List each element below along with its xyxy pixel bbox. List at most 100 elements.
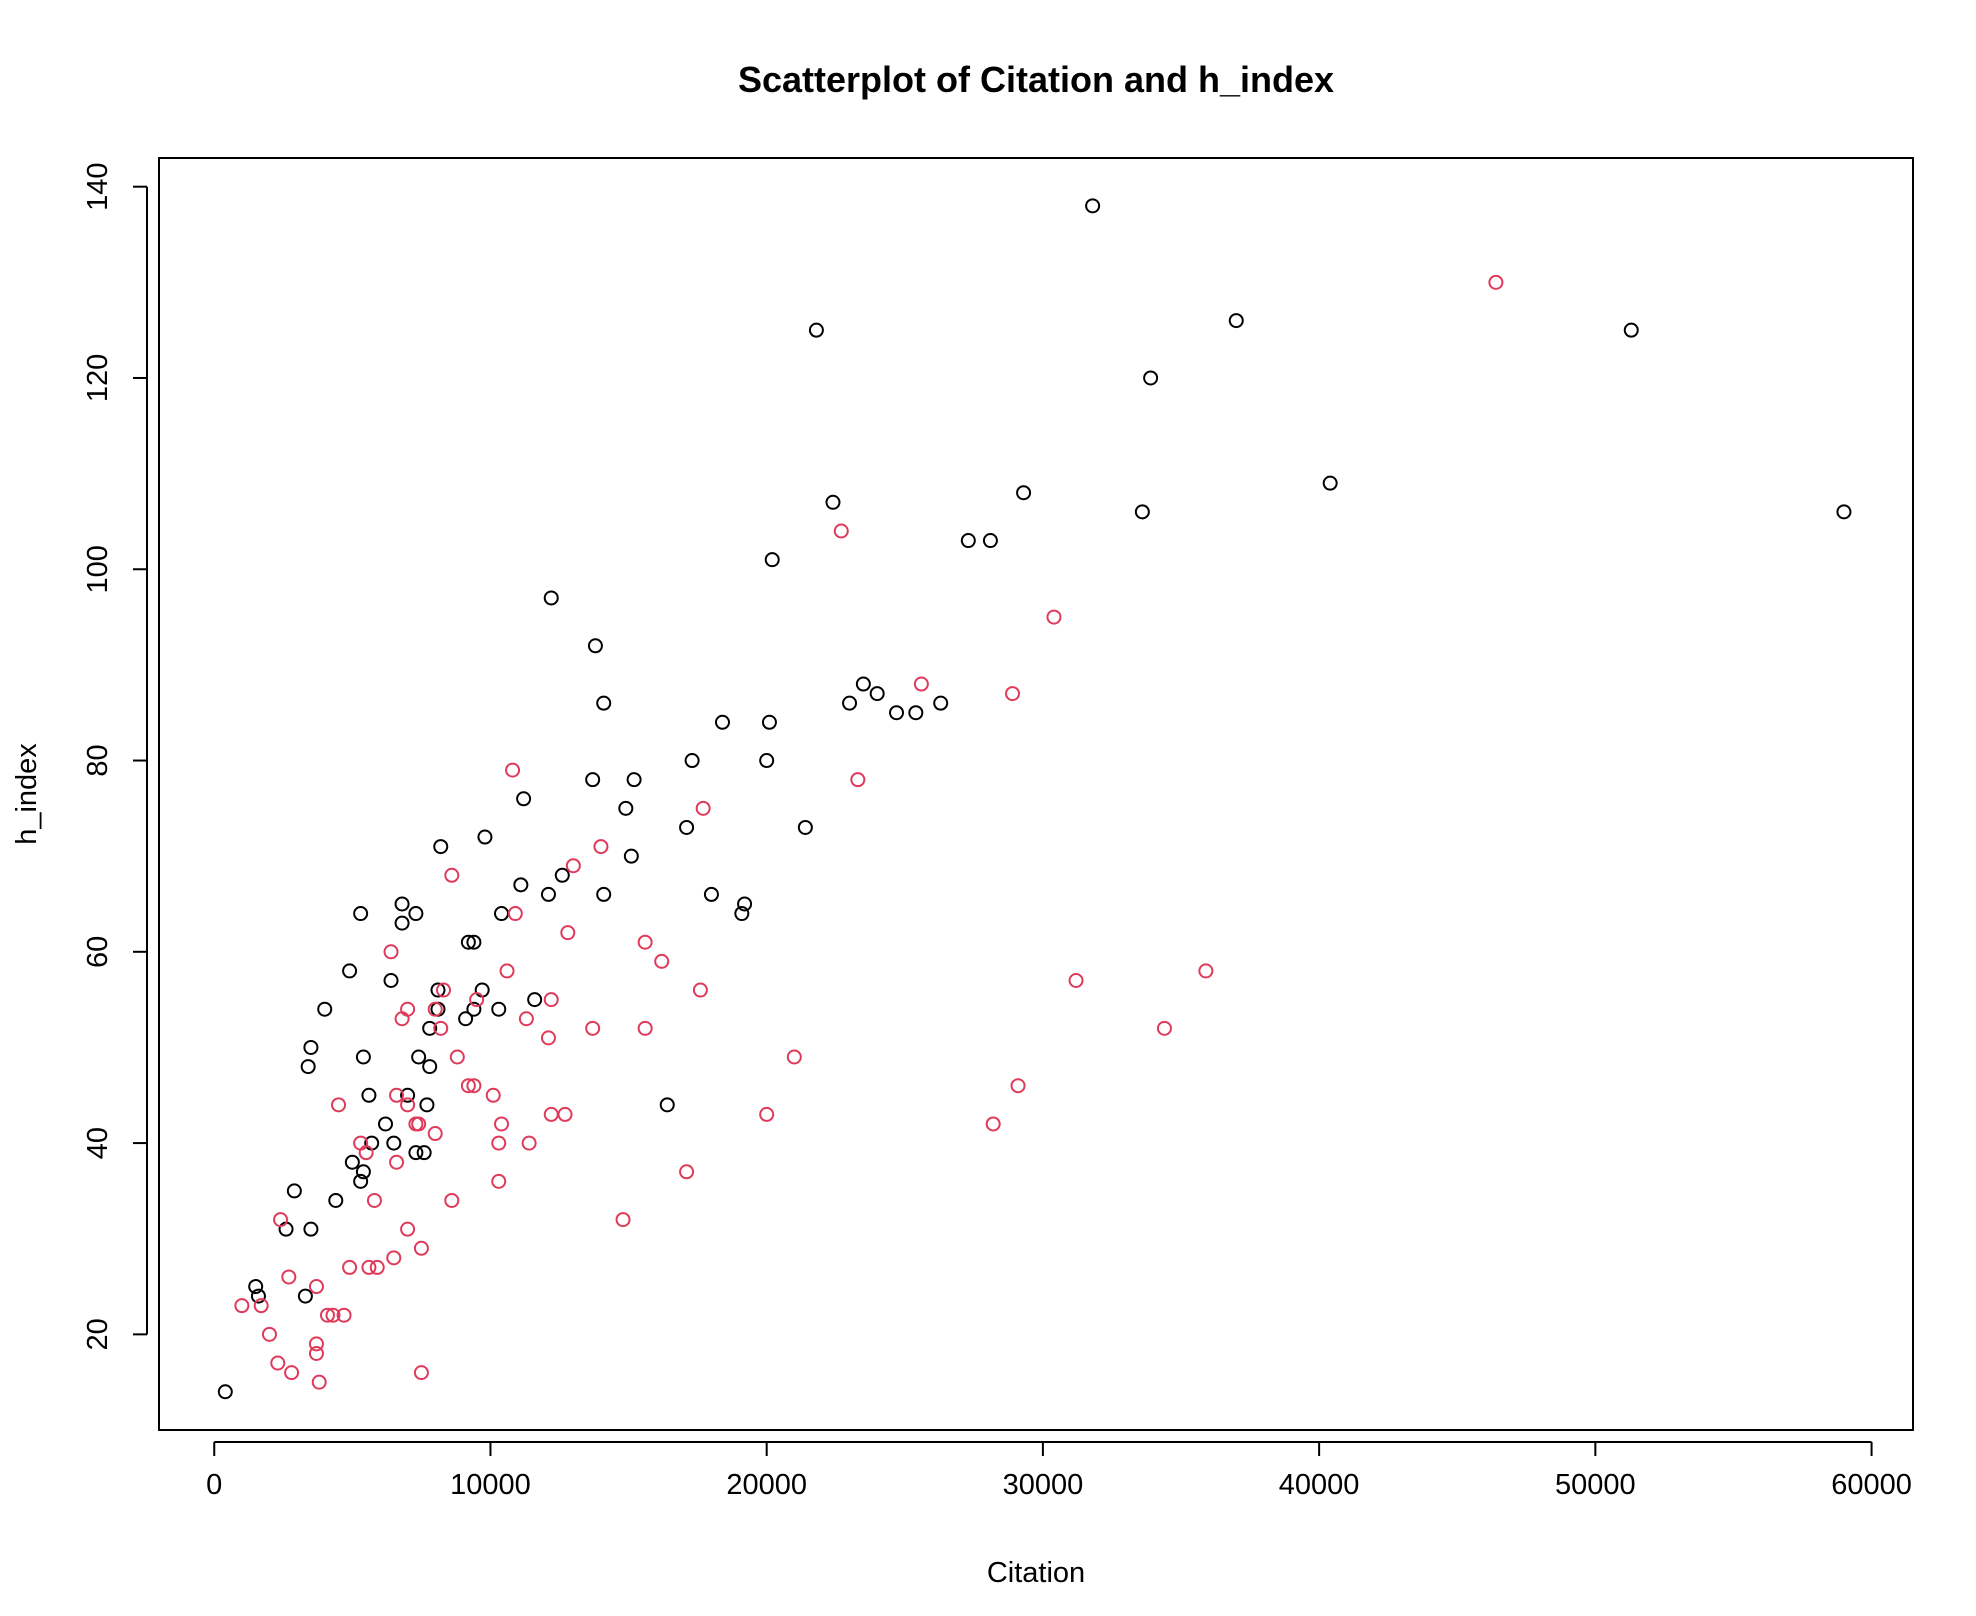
data-point xyxy=(759,1106,775,1122)
data-point xyxy=(1085,198,1101,214)
x-tick-label: 30000 xyxy=(1003,1469,1084,1501)
data-point xyxy=(518,1011,534,1027)
data-point xyxy=(336,1307,352,1323)
data-point xyxy=(560,925,576,941)
data-point xyxy=(361,1087,377,1103)
data-point xyxy=(353,1173,369,1189)
y-tick-label: 120 xyxy=(82,354,114,402)
data-point xyxy=(540,1030,556,1046)
data-point xyxy=(300,1059,316,1075)
data-point xyxy=(695,800,711,816)
data-point xyxy=(248,1279,264,1295)
data-point xyxy=(413,1365,429,1381)
data-point xyxy=(761,714,777,730)
data-point xyxy=(366,1192,382,1208)
data-point xyxy=(427,1126,443,1142)
data-point xyxy=(386,1250,402,1266)
data-point xyxy=(982,533,998,549)
y-axis-label: h_index xyxy=(11,743,43,845)
data-point xyxy=(358,1145,374,1161)
data-point xyxy=(344,1154,360,1170)
data-point xyxy=(615,1212,631,1228)
data-point xyxy=(507,906,523,922)
data-point xyxy=(317,1001,333,1017)
data-point xyxy=(491,1173,507,1189)
data-point xyxy=(383,944,399,960)
data-point xyxy=(585,772,601,788)
y-tick-label: 40 xyxy=(82,1127,114,1159)
data-point xyxy=(960,533,976,549)
plot-area-frame xyxy=(158,157,1914,1431)
data-point xyxy=(416,1145,432,1161)
data-point xyxy=(261,1326,277,1342)
data-point xyxy=(654,953,670,969)
data-point xyxy=(714,714,730,730)
data-point xyxy=(433,839,449,855)
data-point xyxy=(659,1097,675,1113)
series-1 xyxy=(217,198,1852,1400)
data-point xyxy=(419,1097,435,1113)
data-point xyxy=(383,972,399,988)
data-point xyxy=(889,705,905,721)
data-point xyxy=(618,800,634,816)
data-point xyxy=(1488,274,1504,290)
data-point xyxy=(808,322,824,338)
data-point xyxy=(342,1259,358,1275)
x-tick-label: 10000 xyxy=(450,1469,531,1501)
x-tick-label: 20000 xyxy=(726,1469,807,1501)
data-point xyxy=(466,1078,482,1094)
data-point xyxy=(433,1020,449,1036)
data-point xyxy=(833,523,849,539)
data-point xyxy=(422,1059,438,1075)
y-tick-label: 80 xyxy=(82,744,114,776)
data-point xyxy=(869,686,885,702)
data-point xyxy=(353,906,369,922)
data-point xyxy=(585,1020,601,1036)
data-point xyxy=(491,1001,507,1017)
data-point xyxy=(427,1001,443,1017)
data-point xyxy=(491,1135,507,1151)
data-point xyxy=(369,1259,385,1275)
data-point xyxy=(394,915,410,931)
data-point xyxy=(394,896,410,912)
data-point xyxy=(637,1020,653,1036)
data-point xyxy=(355,1049,371,1065)
data-point xyxy=(543,992,559,1008)
x-tick-label: 50000 xyxy=(1555,1469,1636,1501)
data-point xyxy=(554,867,570,883)
chart-title: Scatterplot of Citation and h_index xyxy=(738,59,1334,100)
data-point xyxy=(933,695,949,711)
data-point xyxy=(543,590,559,606)
data-point xyxy=(734,906,750,922)
data-point xyxy=(458,1011,474,1027)
data-point xyxy=(286,1183,302,1199)
data-point xyxy=(499,963,515,979)
data-point xyxy=(466,934,482,950)
data-point xyxy=(1198,963,1214,979)
data-point xyxy=(543,1106,559,1122)
data-point xyxy=(1134,504,1150,520)
data-point xyxy=(485,1087,501,1103)
data-point xyxy=(1322,475,1338,491)
data-point xyxy=(281,1269,297,1285)
data-point xyxy=(913,676,929,692)
data-point xyxy=(250,1288,266,1304)
x-tick-label: 0 xyxy=(206,1469,222,1501)
data-point xyxy=(284,1365,300,1381)
data-point xyxy=(319,1307,335,1323)
data-point xyxy=(679,1164,695,1180)
data-point xyxy=(411,1049,427,1065)
data-point xyxy=(985,1116,1001,1132)
data-point xyxy=(477,829,493,845)
data-point xyxy=(908,705,924,721)
data-point xyxy=(527,992,543,1008)
data-point xyxy=(505,762,521,778)
data-point xyxy=(449,1049,465,1065)
data-point xyxy=(565,858,581,874)
y-tick-label: 100 xyxy=(82,545,114,593)
data-point xyxy=(703,886,719,902)
points-layer xyxy=(217,198,1852,1400)
data-point xyxy=(513,877,529,893)
